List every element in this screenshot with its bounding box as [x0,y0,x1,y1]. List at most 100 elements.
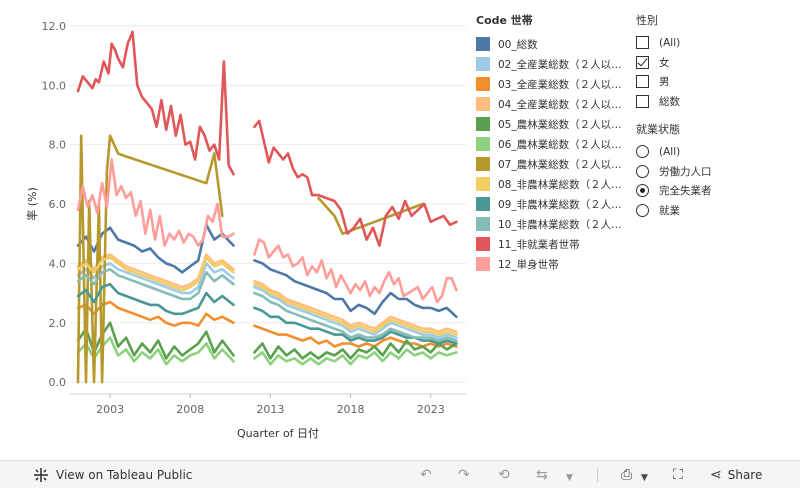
radio-button[interactable] [636,203,649,217]
gender-filter-title: 性別 [636,14,658,27]
legend-item[interactable]: 10_非農林業総数（２人… [476,214,626,234]
y-tick-label: 6.0 [49,198,67,211]
series-line-10 [76,30,458,247]
legend-swatch [476,97,490,111]
legend-swatch [476,217,490,231]
series-line-11 [76,158,458,304]
checkbox[interactable] [636,36,649,50]
checkbox[interactable] [636,55,649,69]
gender-option-label: 総数 [659,95,680,108]
gender-option-label: 女 [659,56,670,69]
legend-label: 09_非農林業総数（２人… [498,198,622,211]
tableau-toolbar: View on Tableau Public ↶ ↷ ⟲ ⇆ ▼ ⎙ ▼ ⛶ ⋖… [0,460,800,488]
tableau-logo-icon [34,467,48,482]
legend-label: 08_非農林業総数（２人… [498,178,622,191]
y-tick-label: 0.0 [49,376,67,389]
radio-button[interactable] [636,145,649,159]
legend-title: Code 世帯 [476,14,533,27]
legend-swatch [476,37,490,51]
redo-icon[interactable]: ↷ [458,466,470,483]
gender-option[interactable]: (All) [636,33,796,53]
employment-option[interactable]: (All) [636,142,796,162]
x-tick-label: 2003 [96,403,124,416]
legend-item[interactable]: 12_単身世帯 [476,254,626,274]
legend-item[interactable]: 00_総数 [476,34,626,54]
employment-option-label: 労働力人口 [659,165,712,178]
color-legend: Code 世帯 00_総数 02_全産業総数（２人以… 03_全産業総数（２人以… 0… [476,12,626,274]
checkbox[interactable] [636,75,649,89]
gender-option[interactable]: 女 [636,53,796,73]
employment-filter-title: 就業状態 [636,123,680,136]
legend-item[interactable]: 04_全産業総数（２人以… [476,94,626,114]
radio-button[interactable] [636,164,649,178]
legend-label: 03_全産業総数（２人以… [498,78,622,91]
legend-label: 04_全産業総数（２人以… [498,98,622,111]
employment-option[interactable]: 就業 [636,201,796,221]
y-tick-label: 12.0 [42,20,67,33]
view-on-tableau-label: View on Tableau Public [56,467,193,482]
view-on-tableau-button[interactable]: View on Tableau Public [33,466,192,483]
employment-filter: (All) 労働力人口完全失業者就業 [636,142,796,220]
share-label: Share [727,467,763,482]
undo-icon[interactable]: ↶ [420,466,432,483]
legend-swatch [476,257,490,271]
legend-label: 07_農林業総数（２人以… [498,158,622,171]
legend-label: 10_非農林業総数（２人… [498,218,622,231]
legend-item[interactable]: 07_農林業総数（２人以… [476,154,626,174]
legend-item[interactable]: 05_農林業総数（２人以… [476,114,626,134]
x-tick-label: 2013 [256,403,284,416]
legend-swatch [476,237,490,251]
y-tick-label: 4.0 [49,257,67,270]
legend-item[interactable]: 08_非農林業総数（２人… [476,174,626,194]
legend-label: 00_総数 [498,38,538,51]
gender-filter: (All) 女男総数 [636,33,796,111]
y-tick-label: 8.0 [49,139,67,152]
gender-option-label: (All) [659,36,681,49]
legend-items: 00_総数 02_全産業総数（２人以… 03_全産業総数（２人以… 04_全産業総数（… [476,34,626,274]
legend-label: 02_全産業総数（２人以… [498,58,622,71]
y-tick-label: 2.0 [49,317,67,330]
series-line-7 [76,256,458,336]
legend-item[interactable]: 03_全産業総数（２人以… [476,74,626,94]
x-axis-title: Quarter of 日付 [237,427,319,440]
download-icon[interactable]: ⎙ [621,466,633,483]
employment-option-label: 就業 [659,204,680,217]
share-icon: ⋖ [710,466,722,483]
download-dropdown-icon[interactable]: ▼ [641,472,648,483]
radio-button[interactable] [636,184,649,198]
legend-swatch [476,77,490,91]
refresh-icon[interactable]: ⇆ [536,466,548,483]
legend-item[interactable]: 06_農林業総数（２人以… [476,134,626,154]
employment-option-label: (All) [659,145,681,158]
filter-panel: 性別 (All) 女男総数 就業状態 (All) 労働力人口完全失業者就業 [636,12,796,220]
toolbar-divider [597,468,598,482]
gender-option[interactable]: 男 [636,72,796,92]
legend-item[interactable]: 11_非就業者世帯 [476,234,626,254]
gender-option-label: 男 [659,76,670,89]
checkbox[interactable] [636,94,649,108]
y-tick-label: 10.0 [42,79,67,92]
gender-option[interactable]: 総数 [636,92,796,112]
legend-label: 06_農林業総数（２人以… [498,138,622,151]
employment-option[interactable]: 完全失業者 [636,181,796,201]
employment-option[interactable]: 労働力人口 [636,162,796,182]
employment-option-label: 完全失業者 [659,185,712,198]
series-line-8 [76,282,458,345]
legend-swatch [476,197,490,211]
chart-area: 0.0 2.0 4.0 6.0 8.0 10.0 12.0 2003 2008 2013 2018 2… [25,20,466,440]
legend-item[interactable]: 09_非農林業総数（２人… [476,194,626,214]
legend-swatch [476,157,490,171]
y-axis-title: 率 (%) [25,187,39,221]
legend-label: 11_非就業者世帯 [498,238,580,251]
refresh-dropdown-icon[interactable]: ▼ [566,472,573,483]
series-line-9 [76,268,458,342]
revert-icon[interactable]: ⟲ [498,466,510,483]
x-tick-label: 2008 [176,403,204,416]
legend-item[interactable]: 02_全産業総数（２人以… [476,54,626,74]
legend-label: 12_単身世帯 [498,258,559,271]
share-button[interactable]: ⋖ Share [710,466,762,483]
legend-swatch [476,57,490,71]
legend-swatch [476,117,490,131]
fullscreen-icon[interactable]: ⛶ [673,466,683,483]
series-line-6 [76,134,424,384]
